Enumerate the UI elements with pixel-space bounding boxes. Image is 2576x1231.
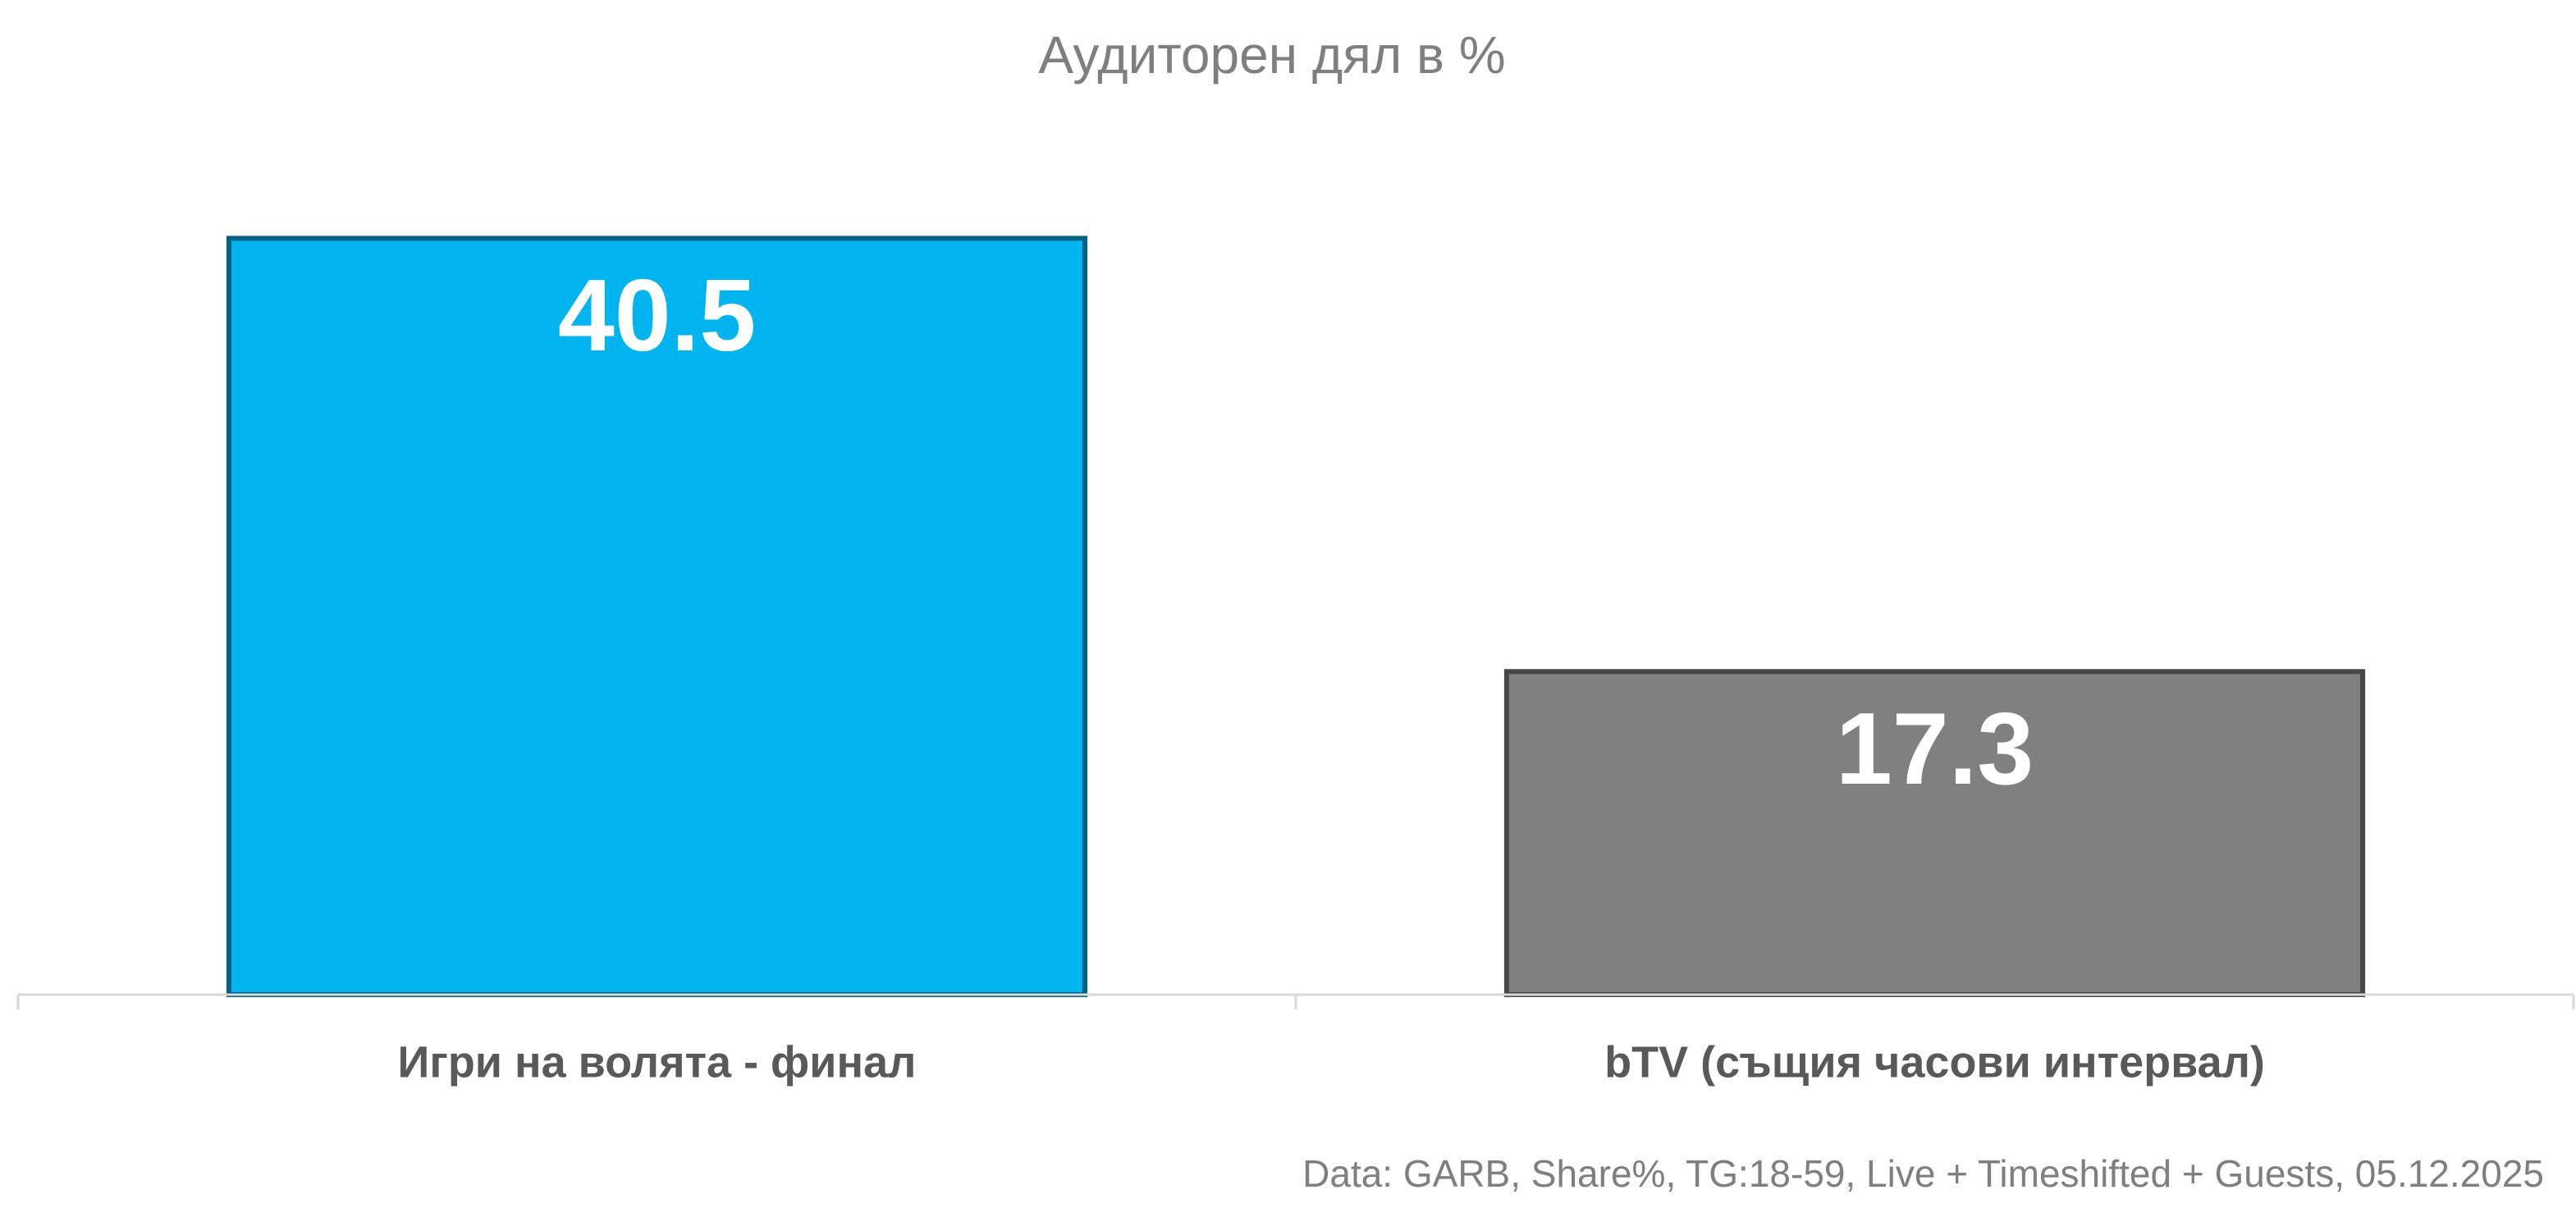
source-note: Data: GARB, Share%, TG:18-59, Live + Tim…: [1302, 1152, 2544, 1195]
value-label: 40.5: [558, 259, 756, 373]
x-tick-label: bTV (същия часови интервал): [1604, 1037, 2265, 1087]
value-label: 17.3: [1836, 693, 2034, 806]
bar: [226, 236, 1088, 997]
bar: [1503, 669, 2366, 998]
x-tick-label: Игри на волята - финал: [398, 1037, 917, 1087]
chart-title: Аудиторен дял в %: [1038, 25, 1505, 85]
